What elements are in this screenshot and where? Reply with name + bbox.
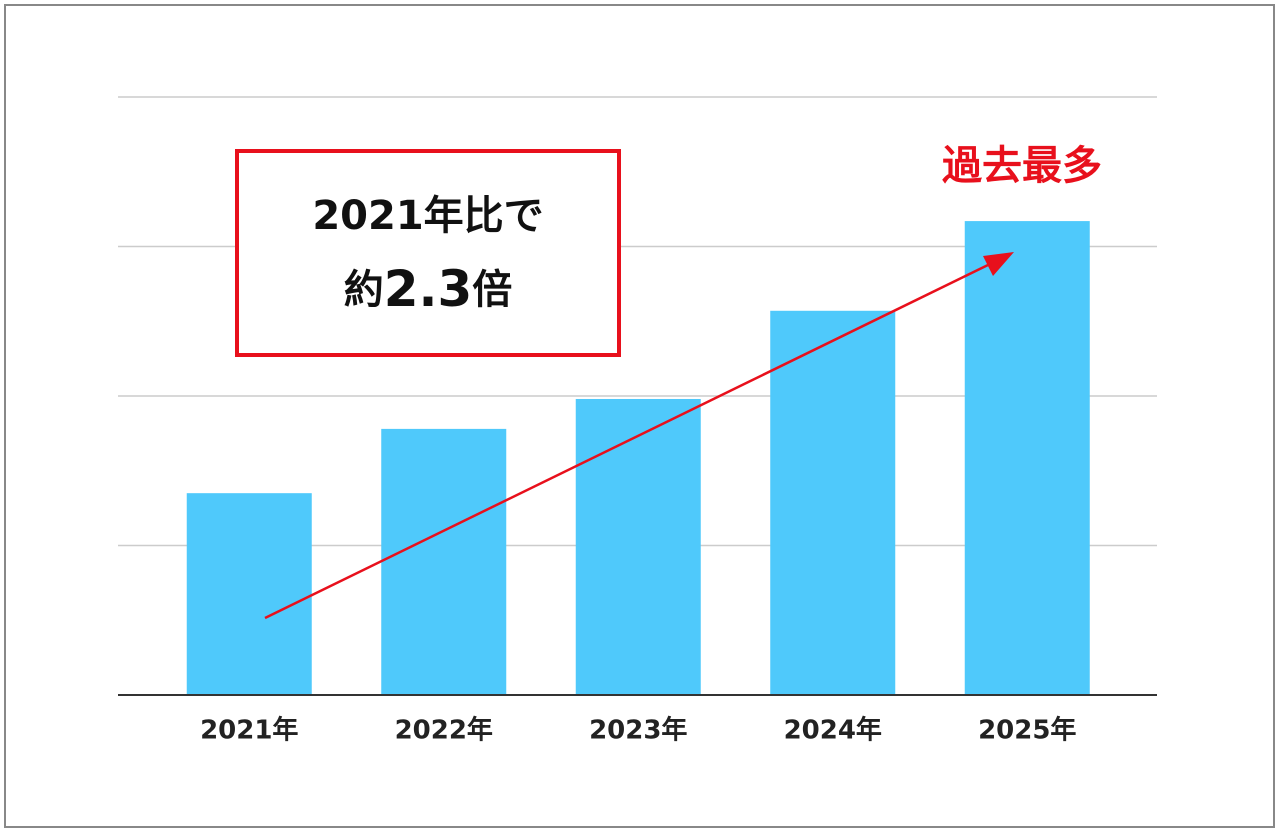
annotations: 2021年比で 約2.3倍 過去最多 <box>235 143 1102 620</box>
callout-box <box>235 149 621 357</box>
x-tick-label: 2023年 <box>589 715 687 746</box>
bar <box>770 310 896 695</box>
x-tick-label: 2021年 <box>200 715 298 746</box>
callout-part: 倍 <box>472 267 512 313</box>
callout-number: 2.3 <box>384 260 473 318</box>
x-tick-label: 2024年 <box>784 715 882 746</box>
callout-line1: 2021年比で <box>312 193 543 239</box>
trend-arrow <box>264 262 991 620</box>
bar <box>964 221 1090 695</box>
peak-label: 過去最多 <box>942 143 1102 189</box>
bars <box>186 221 1090 695</box>
x-tick-label: 2022年 <box>395 715 493 746</box>
arrow-head <box>983 252 1014 276</box>
x-tick-label: 2025年 <box>978 715 1076 746</box>
bar <box>186 493 312 695</box>
callout-part: 約 <box>344 267 384 313</box>
callout-line2: 約2.3倍 <box>344 260 513 318</box>
bar <box>381 428 507 695</box>
bar <box>575 398 701 695</box>
